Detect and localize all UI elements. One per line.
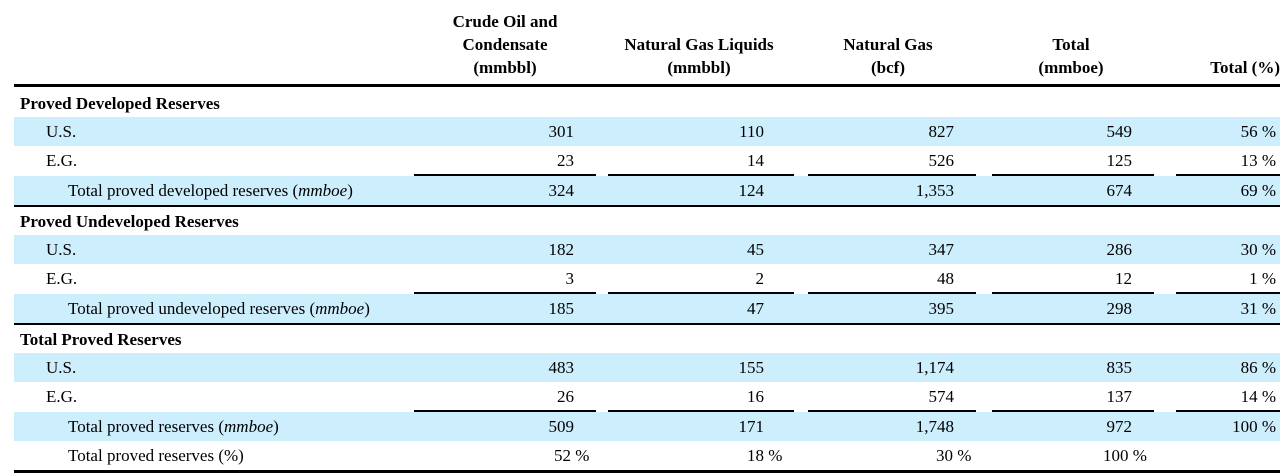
subtotal-rule bbox=[1176, 410, 1280, 412]
subtotal-rule bbox=[808, 410, 976, 412]
table-header: Crude Oil and Condensate (mmbbl) Natural… bbox=[0, 0, 1280, 84]
header-rule bbox=[14, 84, 1280, 87]
header-crude-oil: Crude Oil and Condensate (mmbbl) bbox=[452, 12, 558, 77]
subtotal-rule bbox=[414, 410, 596, 412]
subtotal-rule bbox=[992, 292, 1154, 294]
table-row-percent: Total proved reserves (%) 52 % 18 % 30 %… bbox=[68, 446, 1147, 465]
table-row: U.S. 483 155 1,174 835 86 % bbox=[14, 353, 1280, 382]
header-total-mmboe: Total (mmboe) bbox=[1038, 35, 1104, 77]
section-rule bbox=[14, 205, 1280, 207]
subtotal-rule bbox=[808, 174, 976, 176]
section-title: Proved Developed Reserves bbox=[20, 94, 220, 113]
subtotal-rule bbox=[1176, 292, 1280, 294]
section-rule bbox=[14, 323, 1280, 325]
subtotal-rule bbox=[414, 174, 596, 176]
header-ngl: Natural Gas Liquids (mmbbl) bbox=[624, 35, 774, 77]
subtotal-rule bbox=[1176, 174, 1280, 176]
subtotal-rule bbox=[992, 174, 1154, 176]
subtotal-rule bbox=[608, 410, 794, 412]
header-total-pct: Total (%) bbox=[1210, 58, 1280, 77]
subtotal-rule bbox=[414, 292, 596, 294]
subtotal-rule bbox=[992, 410, 1154, 412]
subtotal-rule bbox=[808, 292, 976, 294]
header-natural-gas: Natural Gas (bcf) bbox=[843, 35, 933, 77]
subtotal-rule bbox=[608, 174, 794, 176]
table-row: U.S. 301 110 827 549 56 % bbox=[14, 117, 1280, 146]
section-title: Proved Undeveloped Reserves bbox=[20, 212, 239, 231]
table-row: E.G. 26 16 574 137 14 % bbox=[46, 387, 1276, 406]
table-row-total: Total proved undeveloped reserves (mmboe… bbox=[14, 294, 1280, 323]
subtotal-rule bbox=[608, 292, 794, 294]
table-row: E.G. 23 14 526 125 13 % bbox=[46, 151, 1276, 170]
section-title: Total Proved Reserves bbox=[20, 330, 182, 349]
table-row: E.G. 3 2 48 12 1 % bbox=[46, 269, 1276, 288]
bottom-rule bbox=[14, 470, 1280, 473]
table-row-total: Total proved developed reserves (mmboe) … bbox=[14, 176, 1280, 205]
table-row: U.S. 182 45 347 286 30 % bbox=[14, 235, 1280, 264]
table-row-total: Total proved reserves (mmboe) 509 171 1,… bbox=[14, 412, 1280, 441]
